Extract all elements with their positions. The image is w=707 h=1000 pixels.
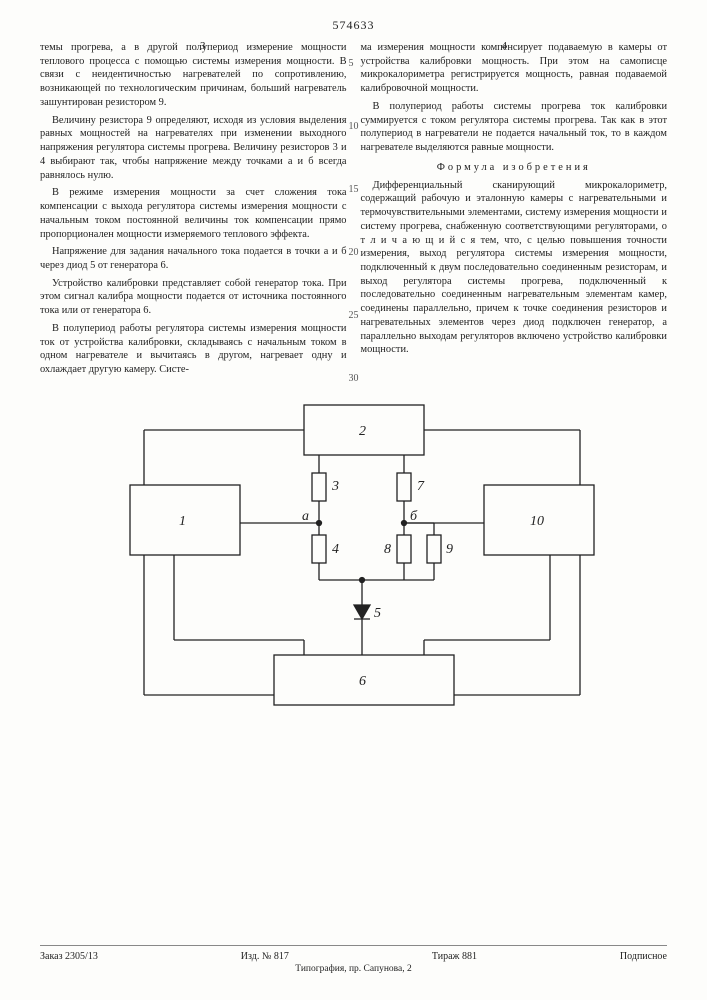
right-column: ма измерения мощности компенсирует подав… xyxy=(361,41,668,381)
para: Дифференциальный сканирующий микрокалори… xyxy=(361,179,668,358)
ln: 10 xyxy=(349,121,359,132)
formula-title: Формула изобретения xyxy=(361,161,668,175)
node-a: a xyxy=(302,509,309,524)
block-2-label: 2 xyxy=(359,424,366,439)
diode-5-label: 5 xyxy=(374,606,381,621)
ln: 20 xyxy=(349,247,359,258)
node-b: б xyxy=(410,509,418,524)
col-number-right: 4 xyxy=(502,40,508,52)
footer-order: Заказ 2305/13 xyxy=(40,951,98,962)
footer: Заказ 2305/13 Изд. № 817 Тираж 881 Подпи… xyxy=(40,945,667,974)
footer-typo: Типография, пр. Сапунова, 2 xyxy=(40,964,667,974)
para: В режиме измерения мощности за счет слож… xyxy=(40,186,347,241)
col-number-left: 3 xyxy=(200,40,206,52)
block-6-label: 6 xyxy=(359,674,366,689)
para: Величину резистора 9 определяют, исходя … xyxy=(40,114,347,183)
line-numbers: 5 10 15 20 25 30 xyxy=(349,58,359,384)
r7-label: 7 xyxy=(417,479,425,494)
para: В полупериод работы системы прогрева ток… xyxy=(361,100,668,155)
doc-number: 574633 xyxy=(40,18,667,33)
para: темы прогрева, а в другой полупериод изм… xyxy=(40,41,347,110)
r4-label: 4 xyxy=(332,542,339,557)
r9-label: 9 xyxy=(446,542,453,557)
r3-label: 3 xyxy=(331,479,339,494)
ln: 30 xyxy=(349,373,359,384)
ln: 25 xyxy=(349,310,359,321)
ln: 15 xyxy=(349,184,359,195)
footer-izd: Изд. № 817 xyxy=(241,951,289,962)
left-column: темы прогрева, а в другой полупериод изм… xyxy=(40,41,347,381)
schematic-diagram: 1 2 10 6 3 4 7 8 9 a б 5 xyxy=(104,395,604,715)
footer-tirage: Тираж 881 xyxy=(432,951,477,962)
para: ма измерения мощности компенсирует подав… xyxy=(361,41,668,96)
r8-label: 8 xyxy=(384,542,391,557)
para: Устройство калибровки представляет собой… xyxy=(40,277,347,318)
footer-sign: Подписное xyxy=(620,951,667,962)
para: Напряжение для задания начального тока п… xyxy=(40,245,347,272)
block-1-label: 1 xyxy=(179,514,186,529)
block-10-label: 10 xyxy=(530,514,544,529)
ln: 5 xyxy=(349,58,359,69)
para: В полупериод работы регулятора системы и… xyxy=(40,322,347,377)
